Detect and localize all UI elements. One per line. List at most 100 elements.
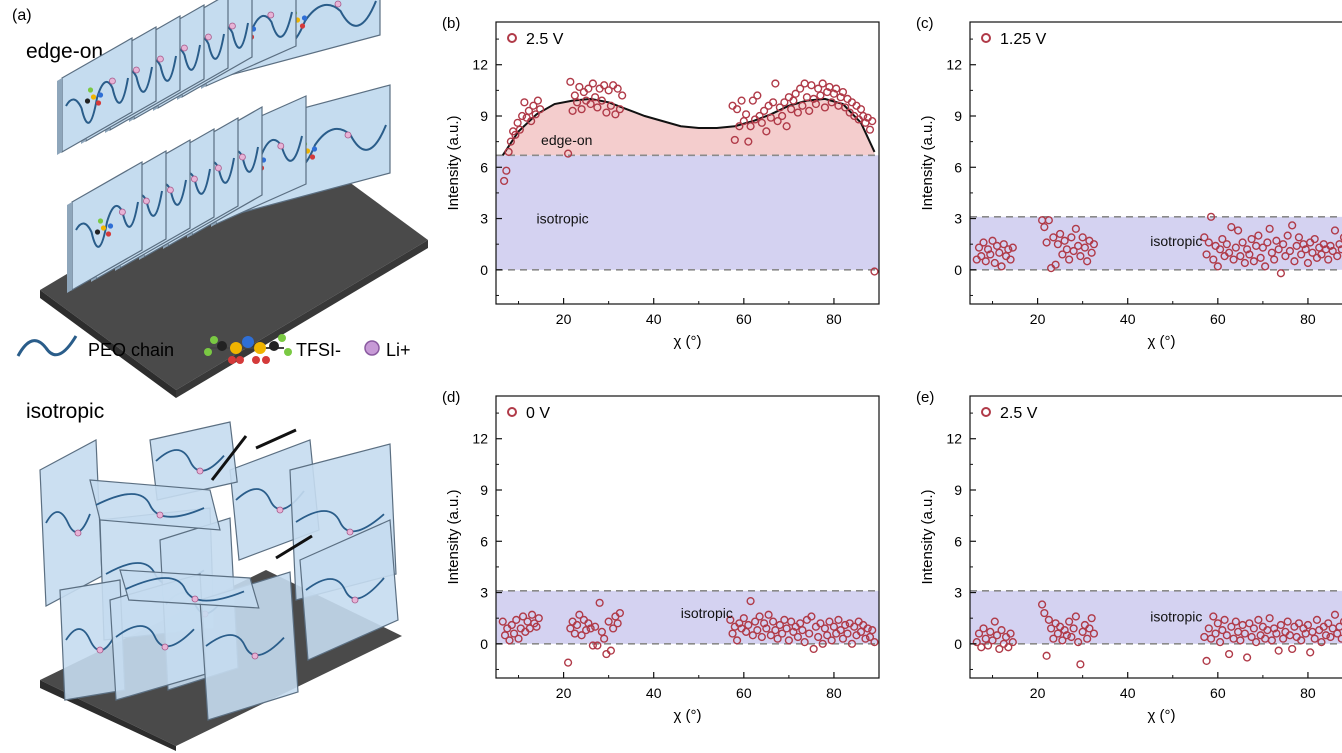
data-point xyxy=(593,641,602,650)
data-point xyxy=(575,82,584,92)
data-point xyxy=(979,624,988,633)
data-point xyxy=(577,105,586,114)
data-point xyxy=(1294,233,1304,242)
data-point xyxy=(838,634,848,643)
y-tick-label: 6 xyxy=(954,533,962,549)
data-point xyxy=(1238,238,1247,247)
data-point xyxy=(1049,634,1058,643)
data-point xyxy=(771,626,780,635)
data-point xyxy=(1240,629,1249,638)
data-point xyxy=(506,137,515,146)
x-tick-label: 40 xyxy=(1120,311,1136,327)
band-label-isotropic: isotropic xyxy=(1150,233,1202,249)
data-point xyxy=(755,111,764,121)
y-tick-label: 6 xyxy=(954,159,962,175)
data-point xyxy=(1249,624,1258,633)
data-point xyxy=(1252,638,1261,647)
y-tick-label: 0 xyxy=(954,636,962,652)
data-point xyxy=(1071,224,1080,233)
legend-label: 1.25 V xyxy=(1000,31,1047,48)
data-point xyxy=(748,96,757,105)
data-point xyxy=(1222,631,1231,640)
data-point xyxy=(527,117,536,126)
data-point xyxy=(809,644,818,654)
data-point xyxy=(533,96,543,105)
data-point xyxy=(773,117,782,126)
data-point xyxy=(865,125,875,134)
data-point xyxy=(1276,620,1286,630)
data-point xyxy=(811,99,821,109)
data-point xyxy=(841,620,850,630)
data-point xyxy=(997,262,1006,271)
li-ion-icon xyxy=(364,340,380,356)
data-point xyxy=(1274,245,1283,254)
data-point xyxy=(520,98,529,107)
data-point xyxy=(760,619,769,628)
data-point xyxy=(1283,617,1292,626)
data-point xyxy=(977,252,986,261)
data-point xyxy=(1058,250,1067,259)
data-point xyxy=(1303,258,1313,268)
data-point xyxy=(739,117,748,126)
data-point xyxy=(870,267,879,276)
data-point xyxy=(584,619,593,628)
data-point xyxy=(1254,231,1263,240)
y-tick-label: 3 xyxy=(954,211,962,227)
data-point xyxy=(1062,631,1071,640)
data-point xyxy=(514,634,523,643)
data-point xyxy=(1076,252,1085,261)
data-point xyxy=(805,629,814,638)
data-point xyxy=(1209,612,1218,621)
x-tick-label: 60 xyxy=(736,685,752,701)
y-tick-label: 12 xyxy=(472,431,488,447)
x-axis-label: χ (°) xyxy=(1147,333,1175,350)
data-point xyxy=(850,622,859,631)
data-point xyxy=(750,617,760,626)
x-tick-label: 80 xyxy=(1300,311,1316,327)
data-point xyxy=(995,248,1004,257)
data-point xyxy=(1087,248,1096,257)
data-point xyxy=(1051,260,1060,269)
data-point xyxy=(746,122,755,131)
data-point xyxy=(746,596,755,606)
data-point xyxy=(529,101,538,110)
data-point xyxy=(814,632,823,642)
x-tick-label: 20 xyxy=(556,311,572,327)
data-point xyxy=(999,240,1008,249)
x-axis-label: χ (°) xyxy=(673,333,701,350)
data-point xyxy=(502,166,511,175)
data-point xyxy=(527,610,537,619)
data-point xyxy=(1218,234,1227,244)
data-point xyxy=(1049,233,1058,242)
data-point xyxy=(1279,240,1288,249)
data-point xyxy=(1058,636,1067,645)
data-point xyxy=(1037,600,1047,609)
data-point xyxy=(865,632,875,642)
data-point xyxy=(1234,226,1243,235)
data-point xyxy=(1076,660,1085,669)
data-point xyxy=(990,258,999,268)
data-point xyxy=(524,106,533,115)
data-point xyxy=(814,84,823,93)
data-point xyxy=(584,84,593,93)
data-point xyxy=(1074,638,1083,647)
legend-label: 2.5 V xyxy=(526,31,564,48)
data-point xyxy=(836,626,845,635)
legend-marker xyxy=(507,407,517,417)
data-point xyxy=(827,636,836,645)
data-point xyxy=(606,646,616,655)
data-point xyxy=(784,636,793,645)
data-point xyxy=(741,110,751,119)
data-point xyxy=(800,638,809,647)
data-point xyxy=(1222,240,1231,249)
data-point xyxy=(818,639,827,648)
data-point xyxy=(1089,629,1099,638)
legend-label: 2.5 V xyxy=(1000,405,1038,422)
data-point xyxy=(841,103,850,112)
data-point xyxy=(1312,615,1322,624)
data-point xyxy=(1288,644,1297,654)
data-point xyxy=(1245,250,1254,259)
data-point xyxy=(1303,620,1313,630)
data-point xyxy=(1265,224,1274,233)
data-point xyxy=(793,108,802,117)
